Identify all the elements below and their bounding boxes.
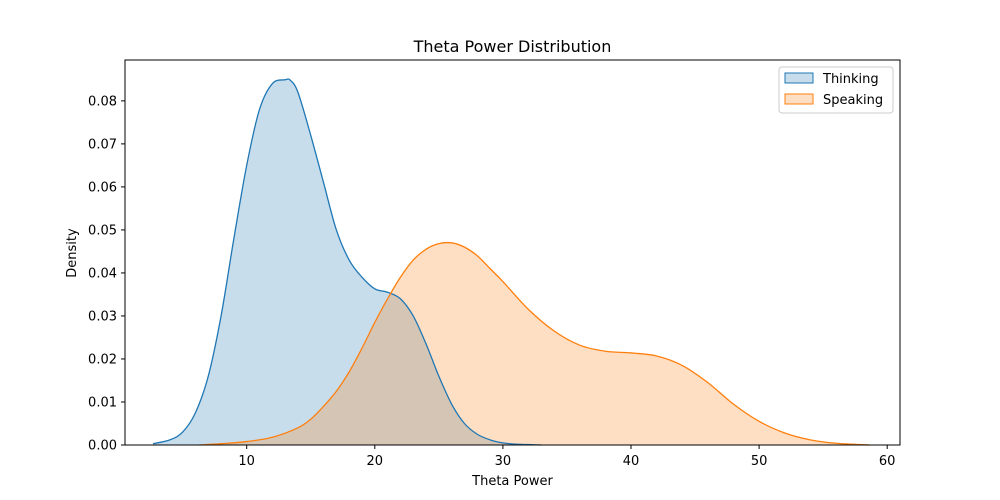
- chart-title: Theta Power Distribution: [413, 37, 612, 56]
- y-tick-label: 0.04: [88, 266, 117, 281]
- x-tick-label: 20: [367, 454, 384, 469]
- legend-swatch-speaking: [784, 93, 814, 105]
- x-tick-label: 10: [238, 454, 255, 469]
- density-fills: [153, 78, 870, 445]
- y-tick-label: 0.07: [88, 137, 117, 152]
- x-tick-label: 30: [495, 454, 512, 469]
- y-tick-label: 0.00: [88, 439, 117, 454]
- legend-label-speaking: Speaking: [823, 93, 883, 108]
- legend: Thinking Speaking: [778, 66, 894, 114]
- y-tick-label: 0.06: [88, 180, 117, 195]
- x-tick-label: 40: [623, 454, 640, 469]
- y-axis-label: Density: [65, 228, 80, 278]
- y-tick-label: 0.02: [88, 352, 117, 367]
- speaking-density-area: [199, 242, 870, 445]
- plot-frame: [124, 59, 901, 446]
- legend-swatch-thinking: [784, 72, 814, 84]
- thinking-density-line: [153, 78, 542, 446]
- y-tick-label: 0.08: [88, 94, 117, 109]
- legend-frame: [778, 66, 894, 114]
- x-axis-label: Theta Power: [471, 474, 553, 489]
- legend-label-thinking: Thinking: [822, 72, 879, 87]
- y-axis: 0.00 0.01 0.02 0.03 0.04 0.05 0.06 0.07 0.08: [88, 94, 125, 454]
- y-tick-label: 0.03: [88, 309, 117, 324]
- y-tick-label: 0.01: [88, 395, 117, 410]
- density-lines: [153, 78, 870, 446]
- y-tick-label: 0.05: [88, 223, 117, 238]
- thinking-density-area: [153, 78, 542, 445]
- x-axis: 10 20 30 40 50 60: [238, 445, 895, 469]
- x-tick-label: 60: [879, 454, 896, 469]
- x-tick-label: 50: [751, 454, 768, 469]
- speaking-density-line: [199, 241, 870, 446]
